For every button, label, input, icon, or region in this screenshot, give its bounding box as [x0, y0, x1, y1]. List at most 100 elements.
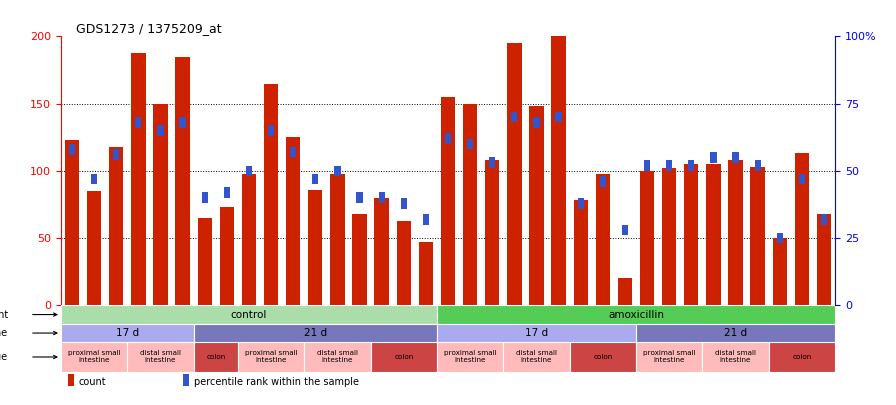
Bar [437, 342, 504, 372]
Bar [202, 192, 208, 203]
Bar [467, 139, 473, 149]
Text: proximal small
intestine: proximal small intestine [68, 350, 120, 364]
Bar [127, 342, 194, 372]
Text: distal small
intestine: distal small intestine [140, 350, 181, 364]
Bar [158, 125, 164, 136]
Bar [308, 190, 323, 305]
Bar [573, 200, 588, 305]
Bar [485, 160, 499, 305]
Text: distal small
intestine: distal small intestine [317, 350, 358, 364]
Bar [504, 342, 570, 372]
Text: colon: colon [206, 354, 226, 360]
Bar [636, 324, 835, 342]
Text: GDS1273 / 1375209_at: GDS1273 / 1375209_at [76, 22, 222, 35]
Bar [401, 198, 407, 209]
Text: proximal small
intestine: proximal small intestine [444, 350, 496, 364]
Bar [507, 43, 521, 305]
Bar [263, 83, 279, 305]
Bar [530, 107, 544, 305]
Bar [617, 278, 633, 305]
Bar [286, 137, 300, 305]
Text: distal small
intestine: distal small intestine [715, 350, 756, 364]
Bar [268, 125, 274, 136]
Bar [179, 117, 185, 128]
Bar [578, 198, 584, 209]
Bar [176, 57, 190, 305]
Bar [706, 164, 720, 305]
Bar [622, 225, 628, 235]
Bar [397, 221, 411, 305]
Bar [242, 174, 256, 305]
Bar [512, 112, 518, 122]
Bar [371, 342, 437, 372]
Bar [197, 218, 211, 305]
Bar [237, 342, 305, 372]
Bar [751, 167, 765, 305]
Bar [570, 342, 636, 372]
Bar [556, 112, 562, 122]
Text: control: control [231, 309, 267, 320]
Bar [61, 305, 437, 324]
Bar [246, 166, 252, 176]
Bar [61, 324, 194, 342]
Bar [109, 147, 124, 305]
Bar [441, 97, 455, 305]
Bar [445, 133, 451, 144]
Text: proximal small
intestine: proximal small intestine [245, 350, 297, 364]
Text: agent: agent [0, 309, 8, 320]
Bar [418, 242, 433, 305]
Bar [290, 147, 297, 158]
Text: count: count [79, 377, 107, 387]
Bar [551, 36, 565, 305]
Bar [489, 158, 495, 168]
Bar [65, 140, 79, 305]
Bar [135, 117, 142, 128]
Text: distal small
intestine: distal small intestine [516, 350, 557, 364]
Bar [817, 214, 831, 305]
Bar [220, 207, 234, 305]
Bar [795, 153, 809, 305]
Bar [777, 233, 783, 243]
Bar [352, 214, 366, 305]
Bar [728, 160, 743, 305]
Bar [685, 164, 699, 305]
Bar [61, 342, 127, 372]
Bar [87, 191, 101, 305]
Bar [533, 117, 539, 128]
Bar [754, 160, 761, 171]
Text: colon: colon [593, 354, 613, 360]
Bar [194, 324, 437, 342]
Text: time: time [0, 328, 8, 338]
Bar [113, 149, 119, 160]
Bar [91, 174, 97, 184]
Bar [334, 166, 340, 176]
Bar [67, 374, 74, 386]
Bar [688, 160, 694, 171]
Text: tissue: tissue [0, 352, 8, 362]
Text: proximal small
intestine: proximal small intestine [642, 350, 695, 364]
Text: amoxicillin: amoxicillin [608, 309, 664, 320]
Bar [331, 174, 345, 305]
Bar [772, 238, 787, 305]
Bar [224, 187, 230, 198]
Bar [69, 144, 75, 155]
Text: 17 d: 17 d [116, 328, 139, 338]
Text: 21 d: 21 d [724, 328, 747, 338]
Bar [732, 152, 738, 163]
Bar [183, 374, 189, 386]
Bar [711, 152, 717, 163]
Bar [194, 342, 237, 372]
Bar [662, 168, 676, 305]
Bar [799, 174, 805, 184]
Bar [644, 160, 650, 171]
Bar [437, 324, 636, 342]
Bar [821, 214, 827, 225]
Bar [357, 192, 363, 203]
Bar [702, 342, 769, 372]
Bar [596, 174, 610, 305]
Bar [599, 176, 606, 187]
Bar [305, 342, 371, 372]
Bar [153, 104, 168, 305]
Bar [423, 214, 429, 225]
Bar [437, 305, 835, 324]
